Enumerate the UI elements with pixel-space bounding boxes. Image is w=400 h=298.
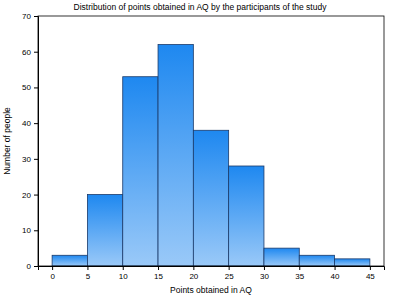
x-axis-title: Points obtained in AQ <box>170 285 252 295</box>
tick-mark <box>264 266 265 270</box>
bars <box>52 45 370 266</box>
tick-label: 40 <box>331 272 340 281</box>
tick-mark <box>34 195 38 196</box>
tick: 15 <box>154 266 163 281</box>
plot: 0 5 10 15 20 25 30 35 40 45 0 10 20 30 40 50 60 70 <box>22 12 384 281</box>
tick-label: 20 <box>189 272 198 281</box>
tick-mark <box>87 266 88 270</box>
tick-label: 25 <box>225 272 234 281</box>
tick-mark <box>34 123 38 124</box>
y-axis-title: Number of people <box>2 107 12 175</box>
tick-mark <box>229 266 230 270</box>
tick-mark <box>158 266 159 270</box>
tick-label: 20 <box>22 191 31 200</box>
tick: 40 <box>22 119 38 128</box>
tick-label: 0 <box>27 262 32 271</box>
tick-label: 50 <box>22 83 31 92</box>
tick-label: 35 <box>295 272 304 281</box>
tick-label: 10 <box>119 272 128 281</box>
axis-line <box>34 17 39 267</box>
tick-mark <box>193 266 194 270</box>
tick-label: 0 <box>50 272 55 281</box>
tick: 10 <box>22 226 38 235</box>
bar <box>87 195 122 266</box>
tick: 45 <box>366 266 375 281</box>
tick-mark <box>370 266 371 270</box>
bar <box>158 45 193 266</box>
bar <box>123 77 158 266</box>
bar <box>52 255 87 266</box>
tick-label: 15 <box>154 272 163 281</box>
tick: 30 <box>22 155 38 164</box>
title: Distribution of points obtained in AQ by… <box>74 2 328 12</box>
tick-label: 60 <box>22 48 31 57</box>
y-axis: 0 10 20 30 40 50 60 70 <box>22 12 38 271</box>
tick-label: 5 <box>86 272 91 281</box>
bar <box>335 259 370 266</box>
tick-mark <box>123 266 124 270</box>
tick: 70 <box>22 12 38 21</box>
tick: 40 <box>331 266 340 281</box>
tick: 5 <box>86 266 91 281</box>
bar <box>264 248 299 266</box>
tick: 35 <box>295 266 304 281</box>
tick-label: 30 <box>260 272 269 281</box>
tick-mark <box>34 230 38 231</box>
tick: 60 <box>22 48 38 57</box>
tick: 20 <box>189 266 198 281</box>
axis-line <box>39 267 385 271</box>
tick: 50 <box>22 83 38 92</box>
chart: 0 5 10 15 20 25 30 35 40 45 0 10 20 30 40 50 60 70 Distrib… <box>0 0 400 298</box>
tick: 30 <box>260 266 269 281</box>
x-axis: 0 5 10 15 20 25 30 35 40 45 <box>39 266 385 281</box>
tick: 0 <box>50 266 55 281</box>
tick: 25 <box>225 266 234 281</box>
tick: 0 <box>27 262 38 271</box>
tick: 10 <box>119 266 128 281</box>
plot-frame <box>38 16 384 266</box>
tick-label: 30 <box>22 155 31 164</box>
tick-mark <box>34 87 38 88</box>
tick-mark <box>335 266 336 270</box>
tick: 20 <box>22 191 38 200</box>
tick-label: 40 <box>22 119 31 128</box>
tick-mark <box>299 266 300 270</box>
tick-label: 10 <box>22 226 31 235</box>
tick-mark <box>34 159 38 160</box>
bar <box>229 166 264 266</box>
bar <box>193 130 228 266</box>
tick-mark <box>34 16 38 17</box>
tick-mark <box>52 266 53 270</box>
bar <box>299 255 334 266</box>
tick-label: 45 <box>366 272 375 281</box>
tick-mark <box>34 266 38 267</box>
tick-mark <box>34 52 38 53</box>
tick-label: 70 <box>22 12 31 21</box>
